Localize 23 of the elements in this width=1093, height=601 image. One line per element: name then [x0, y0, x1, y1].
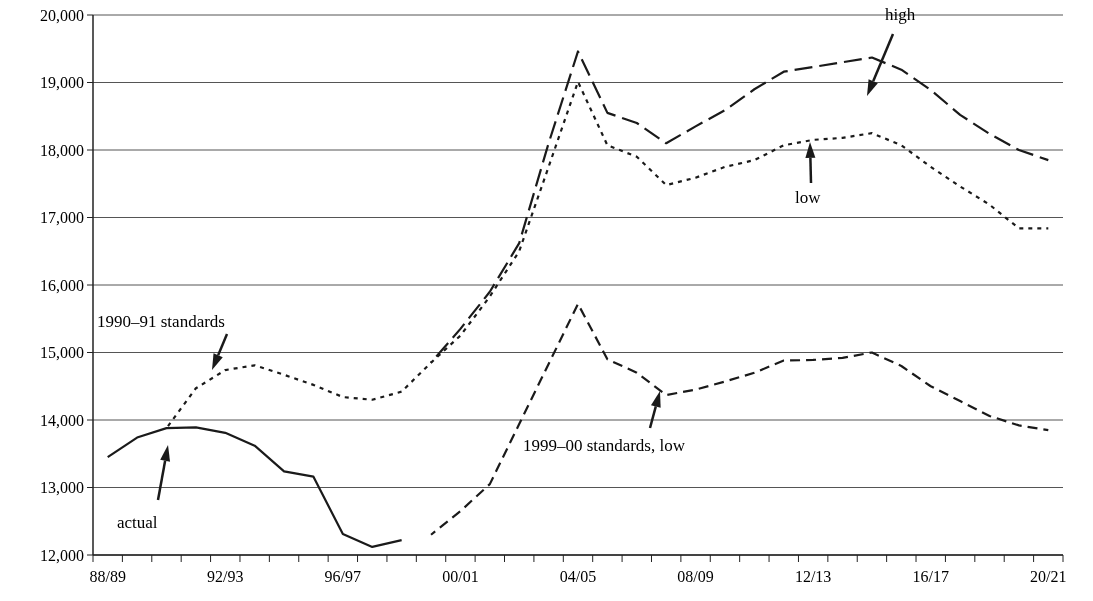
x-tick-label: 20/21 — [1030, 568, 1067, 585]
y-tick-label: 15,000 — [40, 344, 84, 362]
x-tick-label: 16/17 — [912, 568, 949, 585]
y-tick-label: 17,000 — [40, 209, 84, 227]
x-tick-label: 00/01 — [442, 568, 479, 585]
y-tick-label: 20,000 — [40, 6, 84, 24]
x-tick-label: 12/13 — [794, 568, 832, 585]
annotation: high — [885, 5, 916, 24]
y-tick-label: 19,000 — [40, 74, 84, 92]
x-tick-label: 96/97 — [324, 568, 362, 585]
x-tick-label: 88/89 — [89, 568, 126, 585]
annotation: low — [795, 188, 822, 207]
annotation: 1999–00 standards, low — [523, 436, 686, 455]
x-tick-label: 92/93 — [207, 568, 244, 585]
y-tick-label: 16,000 — [40, 276, 84, 294]
y-tick-label: 13,000 — [40, 479, 84, 497]
x-tick-label: 08/09 — [677, 568, 714, 585]
x-tick-label: 04/05 — [559, 568, 597, 585]
y-tick-label: 12,000 — [40, 546, 84, 564]
annotation: actual — [117, 513, 158, 532]
annotation: 1990–91 standards — [97, 312, 225, 331]
y-tick-label: 14,000 — [40, 411, 84, 429]
y-tick-label: 18,000 — [40, 141, 84, 159]
